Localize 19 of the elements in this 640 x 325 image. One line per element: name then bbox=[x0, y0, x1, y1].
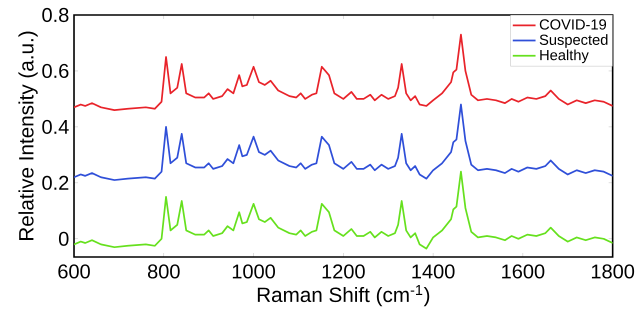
x-tick-label: 1000 bbox=[232, 264, 275, 279]
y-tick-label: 0.4 bbox=[42, 120, 69, 134]
x-tick-label: 1200 bbox=[322, 264, 365, 279]
legend-label: Suspected bbox=[540, 34, 608, 48]
x-tick-label: 800 bbox=[148, 264, 180, 279]
line-series bbox=[74, 34, 613, 111]
legend-label: COVID-19 bbox=[540, 19, 606, 30]
x-tick-label: 600 bbox=[58, 264, 90, 279]
x-axis-title: Raman Shift (cm$^{-1}$) bbox=[258, 285, 430, 306]
y-tick-label: 0.8 bbox=[42, 8, 68, 22]
y-tick-label: 0.2 bbox=[42, 176, 68, 190]
x-tick-label: 1600 bbox=[502, 264, 544, 279]
y-tick-label: 0.6 bbox=[42, 64, 68, 78]
line-series bbox=[74, 104, 613, 181]
x-tick-label: 1800 bbox=[592, 264, 634, 279]
y-tick-label: 0 bbox=[58, 232, 69, 246]
y-axis-title: Relative Intensity (a.u.) bbox=[18, 32, 38, 240]
legend-label: Healthy bbox=[540, 49, 589, 64]
x-tick-label: 1400 bbox=[412, 264, 455, 279]
